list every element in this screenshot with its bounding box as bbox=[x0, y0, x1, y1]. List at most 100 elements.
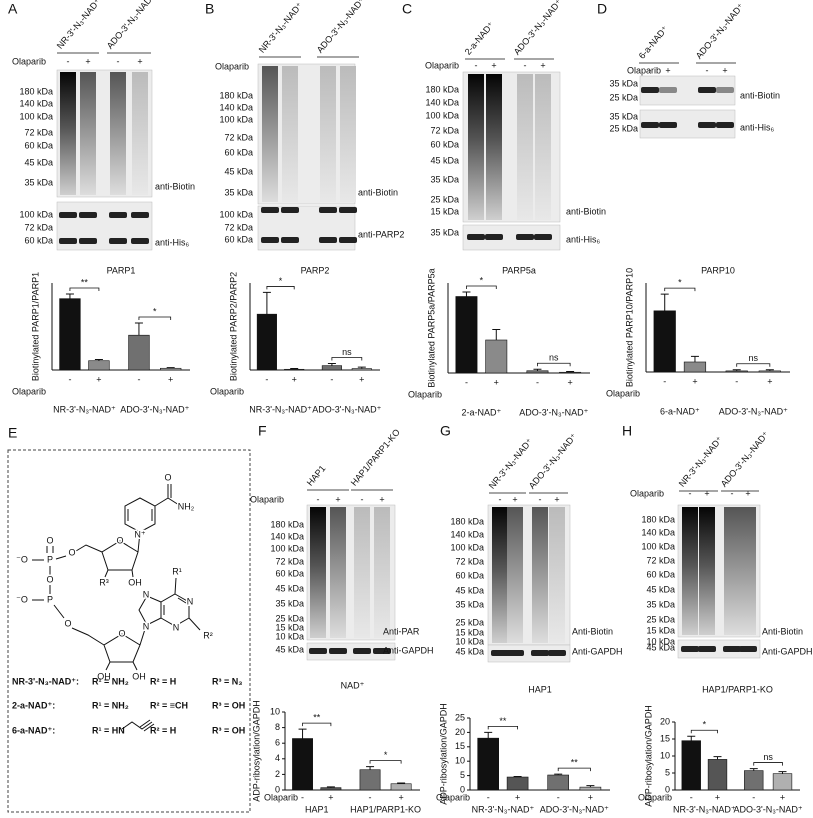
ladder-label: 15 kDa bbox=[430, 206, 459, 216]
bar bbox=[683, 361, 707, 373]
y-tick-label: 15 bbox=[455, 741, 465, 751]
definition-text: R³ = N₃ bbox=[212, 676, 242, 686]
blot-band bbox=[548, 650, 566, 656]
y-tick-label: 5 bbox=[665, 767, 670, 777]
error-bar bbox=[533, 368, 542, 371]
blot-band bbox=[659, 122, 677, 128]
definition-text: R² = H bbox=[150, 725, 176, 735]
group-label: HAP1 bbox=[305, 804, 329, 814]
x-tick-label: + bbox=[692, 376, 697, 386]
ladder-label: 100 kDa bbox=[450, 542, 484, 552]
significance-bracket bbox=[466, 285, 497, 289]
blot-band bbox=[79, 238, 97, 244]
significance-label: * bbox=[153, 306, 157, 316]
blot-band bbox=[698, 87, 716, 93]
x-tick-label: + bbox=[96, 374, 101, 384]
bar bbox=[88, 360, 110, 371]
structure-box bbox=[7, 449, 251, 813]
group-label: NR-3'-N₃-NAD⁺ bbox=[673, 804, 736, 814]
ladder-label: 100 kDa bbox=[19, 209, 53, 219]
ladder-label: 35 kDa bbox=[430, 227, 459, 237]
bar bbox=[559, 371, 582, 374]
chart-title: PARP10 bbox=[701, 265, 735, 275]
significance-bracket bbox=[302, 722, 332, 727]
blot-band bbox=[739, 646, 757, 652]
ladder-label: 25 kDa bbox=[646, 614, 675, 624]
group-label: NR-3'-N₃-NAD⁺ bbox=[249, 404, 312, 414]
blot-smear bbox=[507, 507, 523, 643]
blot-band bbox=[319, 207, 337, 213]
error-bar bbox=[713, 756, 722, 760]
lane-group-label: ADO-3'-N₃-NAD⁺ bbox=[315, 0, 367, 55]
y-tick-label: 0 bbox=[665, 784, 670, 794]
y-axis-label: Biotinylated PARP5a/PARP5a bbox=[426, 268, 436, 387]
blot-band bbox=[319, 237, 337, 243]
ladder-label: 180 kDa bbox=[219, 90, 253, 100]
bar bbox=[351, 368, 372, 371]
row-label: Olaparib bbox=[436, 792, 470, 802]
ladder-label: 180 kDa bbox=[450, 516, 484, 526]
definition-text: R³ = OH bbox=[212, 725, 245, 735]
antibody-label: Anti-GAPDH bbox=[572, 646, 623, 656]
ladder-label: 100 kDa bbox=[19, 111, 53, 121]
ladder-label: 60 kDa bbox=[24, 140, 53, 150]
bar bbox=[455, 296, 478, 374]
x-tick-label: + bbox=[588, 792, 593, 802]
x-tick-label: - bbox=[68, 374, 71, 384]
blot-band bbox=[131, 212, 149, 218]
ladder-label: 25 kDa bbox=[609, 123, 638, 133]
significance-bracket bbox=[690, 729, 718, 734]
blot-smear bbox=[330, 507, 346, 638]
significance-label: ** bbox=[571, 758, 579, 768]
definition-text: R¹ = NH₂ bbox=[92, 676, 129, 686]
error-bar bbox=[484, 731, 493, 739]
ladder-label: 60 kDa bbox=[430, 139, 459, 149]
panel-letter: E bbox=[8, 425, 17, 441]
ladder-label: 72 kDa bbox=[646, 555, 675, 565]
blot-smear bbox=[492, 507, 508, 643]
ladder-label: 100 kDa bbox=[425, 110, 459, 120]
ladder-label: 45 kDa bbox=[224, 166, 253, 176]
y-axis-label: Biotinylated PARP1/PARP1 bbox=[30, 272, 40, 381]
y-tick-label: 20 bbox=[455, 727, 465, 737]
ladder-label: 100 kDa bbox=[219, 209, 253, 219]
blot-band bbox=[109, 212, 127, 218]
ladder-label: 140 kDa bbox=[19, 98, 53, 108]
error-bar bbox=[690, 355, 699, 362]
significance-label: ns bbox=[749, 353, 759, 363]
ladder-label: 140 kDa bbox=[425, 97, 459, 107]
lane-group-label: NR-3'-N₃-NAD⁺ bbox=[257, 0, 305, 55]
chart-title: HAP1 bbox=[528, 684, 552, 694]
atom-label: NH₂ bbox=[178, 501, 195, 511]
y-tick-label: 15 bbox=[660, 733, 670, 743]
blot-smear bbox=[740, 507, 756, 635]
panel-letter: A bbox=[8, 1, 18, 17]
blot-band bbox=[261, 207, 279, 213]
ladder-label: 60 kDa bbox=[224, 234, 253, 244]
blot-band bbox=[534, 234, 552, 240]
treatment-label: Olaparib bbox=[425, 60, 459, 70]
error-bar bbox=[732, 369, 741, 371]
blot-band bbox=[373, 648, 391, 654]
definition-text: 6-a-NAD⁺: bbox=[12, 725, 55, 735]
panel-letter: C bbox=[402, 1, 412, 17]
error-bar bbox=[357, 366, 366, 369]
x-tick-label: - bbox=[369, 792, 372, 802]
ladder-label: 15 kDa bbox=[646, 625, 675, 635]
lane-sign: + bbox=[722, 65, 727, 75]
antibody-label: Anti-GAPDH bbox=[762, 646, 813, 656]
y-tick-label: 10 bbox=[660, 750, 670, 760]
ladder-label: 25 kDa bbox=[275, 613, 304, 623]
lane-sign: + bbox=[704, 488, 709, 498]
lane-group-label: HAP1 bbox=[305, 463, 328, 487]
bar bbox=[758, 370, 781, 373]
blot-band bbox=[59, 238, 77, 244]
x-tick-label: + bbox=[715, 792, 720, 802]
blot-band bbox=[659, 87, 677, 93]
definition-text: R¹ = NH₂ bbox=[92, 700, 129, 710]
lane-sign: + bbox=[665, 65, 670, 75]
ladder-label: 10 kDa bbox=[455, 636, 484, 646]
lane-sign: - bbox=[539, 494, 542, 504]
blot-smear bbox=[340, 66, 356, 202]
x-tick-label: + bbox=[515, 792, 520, 802]
